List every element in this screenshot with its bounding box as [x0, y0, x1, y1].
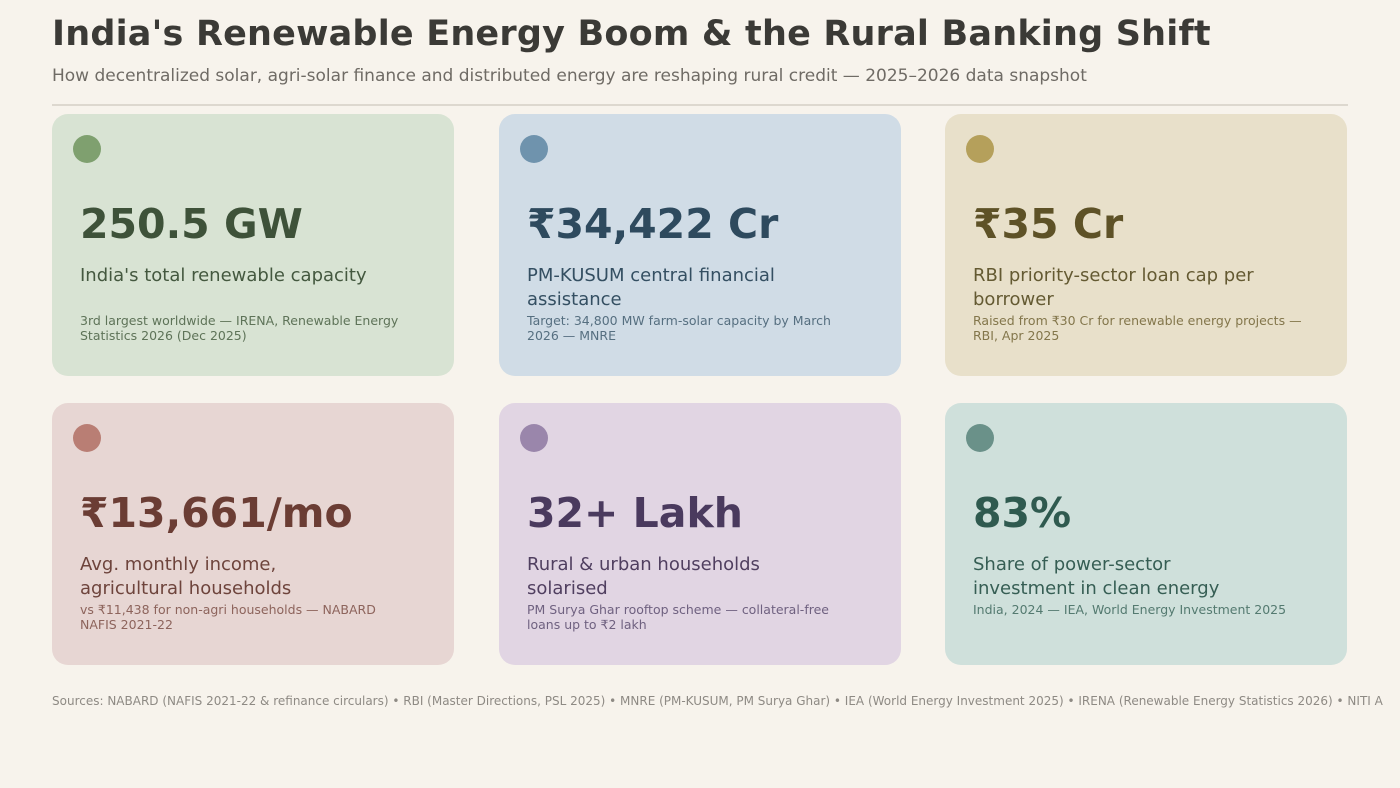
card-stat-value: ₹35 Cr — [973, 200, 1124, 248]
card-stat-value: 83% — [973, 489, 1072, 537]
card-indicator-dot — [966, 135, 994, 163]
stat-card-renewable-capacity: 250.5 GW India's total renewable capacit… — [52, 114, 454, 376]
card-indicator-dot — [73, 135, 101, 163]
card-stat-note: 3rd largest worldwide — IRENA, Renewable… — [80, 313, 399, 343]
stat-card-rbi-loan-cap: ₹35 Cr RBI priority-sector loan cap per … — [945, 114, 1347, 376]
page-title: India's Renewable Energy Boom & the Rura… — [52, 14, 1211, 54]
page-subtitle: How decentralized solar, agri-solar fina… — [52, 66, 1087, 86]
stat-card-clean-energy-share: 83% Share of power-sector investment in … — [945, 403, 1347, 665]
card-stat-note: India, 2024 — IEA, World Energy Investme… — [973, 602, 1287, 617]
card-stat-value: 32+ Lakh — [527, 489, 743, 537]
card-stat-label: RBI priority-sector loan cap per borrowe… — [973, 265, 1254, 310]
card-indicator-dot — [520, 135, 548, 163]
header-divider — [52, 104, 1348, 106]
card-stat-note: vs ₹11,438 for non-agri households — NAB… — [80, 602, 376, 632]
card-indicator-dot — [520, 424, 548, 452]
card-stat-value: ₹13,661/mo — [80, 489, 353, 537]
card-stat-label: Avg. monthly income, agricultural househ… — [80, 554, 292, 599]
card-stat-value: ₹34,422 Cr — [527, 200, 779, 248]
card-stat-label: India's total renewable capacity — [80, 265, 367, 286]
stat-card-pm-kusum: ₹34,422 Cr PM-KUSUM central financial as… — [499, 114, 901, 376]
card-stat-value: 250.5 GW — [80, 200, 303, 248]
stat-card-households-solarised: 32+ Lakh Rural & urban households solari… — [499, 403, 901, 665]
card-stat-label: PM-KUSUM central financial assistance — [527, 265, 775, 310]
card-stat-label: Rural & urban households solarised — [527, 554, 760, 599]
card-stat-note: Raised from ₹30 Cr for renewable energy … — [973, 313, 1302, 343]
sources-footer: Sources: NABARD (NAFIS 2021-22 & refinan… — [52, 694, 1383, 708]
card-stat-note: PM Surya Ghar rooftop scheme — collatera… — [527, 602, 829, 632]
card-stat-note: Target: 34,800 MW farm-solar capacity by… — [527, 313, 831, 343]
card-indicator-dot — [73, 424, 101, 452]
card-stat-label: Share of power-sector investment in clea… — [973, 554, 1220, 599]
card-indicator-dot — [966, 424, 994, 452]
stat-card-agri-income: ₹13,661/mo Avg. monthly income, agricult… — [52, 403, 454, 665]
